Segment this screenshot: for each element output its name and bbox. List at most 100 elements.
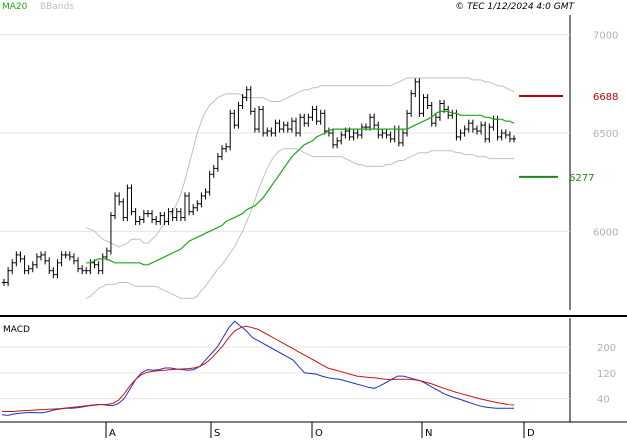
ohlc-bar [376,121,381,139]
ohlc-bar [104,247,109,261]
ohlc-bar [462,125,467,137]
ohlc-bar [117,192,122,206]
ohlc-bar [248,86,253,115]
x-tick-label: D [527,428,535,439]
ohlc-bar [224,143,229,153]
ohlc-bar [215,153,220,172]
ohlc-bar [355,129,360,139]
ohlc-bar [129,184,134,216]
ohlc-bar [240,94,245,110]
signal-line [2,325,515,412]
ohlc-bar [47,257,52,275]
ohlc-bar [269,127,274,137]
ohlc-bar [162,212,167,226]
ohlc-bar [335,137,340,149]
ohlc-bar [294,117,299,137]
ohlc-bar [191,204,196,216]
ohlc-bar [298,113,303,137]
ohlc-bar [182,192,187,222]
ohlc-bar [59,251,64,267]
bband-lower [86,148,514,299]
ohlc-bar [55,259,60,279]
ohlc-bar [43,251,48,265]
x-tick-label: N [425,428,432,439]
ohlc-bar [380,129,385,139]
ohlc-bar [141,210,146,224]
ohlc-bar [277,119,282,133]
ohlc-bar [133,208,138,226]
ohlc-bar [228,109,233,151]
ohlc-bar [405,109,410,137]
bband-upper [86,77,515,248]
ohlc-bar [429,101,434,127]
ohlc-bar [178,208,183,222]
ohlc-bar [2,278,6,287]
ohlc-bar [26,265,31,275]
ohlc-bar [265,127,270,137]
ohlc-bar [512,135,516,143]
ohlc-bar [18,251,23,263]
ohlc-bar [499,129,504,141]
ma20-line [86,110,515,266]
ohlc-bar [359,123,364,139]
ohlc-bar [314,105,319,125]
ohlc-bar [458,129,463,141]
ohlc-bar [442,99,447,113]
ohlc-bar [289,117,294,133]
ohlc-bar [145,210,150,218]
ohlc-bar [121,198,126,222]
price-panel [0,15,570,310]
ohlc-bar [244,86,249,102]
ohlc-bar [30,261,35,273]
ohlc-bar [479,121,484,135]
support-label: 6277 [569,173,594,184]
ohlc-bar [199,192,204,208]
ohlc-bar [437,99,442,121]
ohlc-bar [84,267,89,275]
ohlc-bar [34,253,39,269]
price-tick-label: 7000 [593,31,618,42]
ohlc-bar [232,109,237,129]
ohlc-bar [372,113,377,129]
ohlc-bar [368,113,373,131]
ohlc-bar [96,261,101,275]
price-tick-label: 6500 [593,129,618,140]
timestamp: © TEC 1/12/2024 4:0 GMT [455,2,575,12]
ohlc-bar [10,259,15,275]
ohlc-bar [80,265,85,275]
x-tick-label: O [315,428,323,439]
ohlc-bar [195,200,200,212]
ohlc-bar [285,121,290,133]
ohlc-bar [331,129,336,149]
ohlc-bar [154,215,159,226]
ohlc-bar [474,125,479,135]
ohlc-bar [6,267,11,287]
ohlc-bar [236,101,241,129]
ohlc-bar [281,121,286,133]
x-tick-label: S [214,428,220,439]
ohlc-bar [409,90,414,117]
ohlc-bar [433,113,438,127]
ohlc-bar [14,251,19,267]
ohlc-bar [302,113,307,127]
ohlc-bar [150,210,155,224]
price-tick-label: 6000 [593,227,618,238]
ohlc-bar [39,251,44,261]
ohlc-bar [207,170,212,196]
ohlc-bar [113,192,118,220]
ohlc-bar [76,257,81,273]
ohlc-bar [503,129,508,139]
ohlc-bar [170,208,175,222]
macd-title: MACD [3,325,30,335]
resistance-label: 6688 [593,92,618,103]
ohlc-bar [100,253,105,275]
ohlc-bar [211,164,216,178]
ohlc-bar [466,119,471,133]
ohlc-bar [166,208,171,226]
ohlc-bar [470,119,475,133]
ohlc-bar [446,105,451,119]
ohlc-bar [351,129,356,141]
ohlc-bar [322,109,327,135]
ohlc-bar [417,78,422,117]
